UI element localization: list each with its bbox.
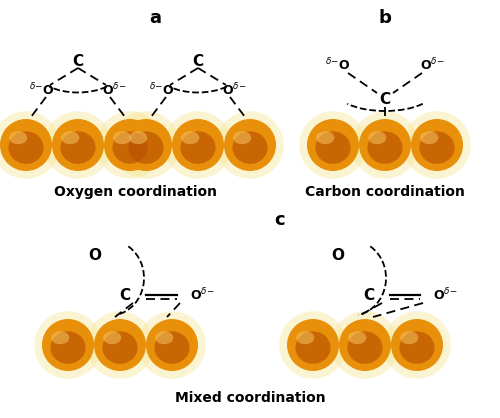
Text: b: b (378, 9, 392, 27)
Ellipse shape (232, 131, 268, 164)
Ellipse shape (42, 319, 94, 371)
Ellipse shape (400, 331, 434, 364)
Ellipse shape (8, 131, 43, 164)
Ellipse shape (138, 311, 206, 379)
Ellipse shape (104, 119, 156, 171)
Ellipse shape (96, 111, 164, 179)
Text: C: C (380, 92, 390, 107)
Ellipse shape (400, 331, 418, 344)
Text: O$^{\delta\mathsf{-}}$: O$^{\delta\mathsf{-}}$ (433, 287, 458, 303)
Ellipse shape (233, 131, 252, 144)
Text: C: C (119, 288, 130, 303)
Ellipse shape (316, 131, 350, 164)
Ellipse shape (103, 331, 122, 344)
Text: Mixed coordination: Mixed coordination (174, 391, 326, 405)
Text: O: O (332, 247, 344, 263)
Ellipse shape (155, 331, 174, 344)
Ellipse shape (316, 131, 334, 144)
Text: C: C (72, 54, 84, 69)
Ellipse shape (112, 131, 148, 164)
Text: O$^{\delta\mathsf{-}}$: O$^{\delta\mathsf{-}}$ (222, 82, 246, 98)
Ellipse shape (181, 131, 200, 144)
Ellipse shape (391, 319, 443, 371)
Ellipse shape (307, 119, 359, 171)
Ellipse shape (403, 111, 471, 179)
Ellipse shape (128, 131, 164, 164)
Ellipse shape (420, 131, 454, 164)
Text: O$^{\delta\mathsf{-}}$: O$^{\delta\mathsf{-}}$ (102, 82, 126, 98)
Ellipse shape (94, 319, 146, 371)
Ellipse shape (146, 319, 198, 371)
Ellipse shape (287, 319, 339, 371)
Ellipse shape (279, 311, 347, 379)
Ellipse shape (113, 131, 132, 144)
Ellipse shape (9, 131, 28, 144)
Ellipse shape (299, 111, 367, 179)
Ellipse shape (348, 331, 382, 364)
Ellipse shape (224, 119, 276, 171)
Ellipse shape (351, 111, 419, 179)
Ellipse shape (383, 311, 451, 379)
Ellipse shape (339, 319, 391, 371)
Ellipse shape (411, 119, 463, 171)
Ellipse shape (120, 119, 172, 171)
Ellipse shape (129, 131, 148, 144)
Text: Carbon coordination: Carbon coordination (305, 185, 465, 199)
Ellipse shape (86, 311, 154, 379)
Ellipse shape (164, 111, 232, 179)
Text: C: C (192, 54, 203, 69)
Ellipse shape (50, 331, 86, 364)
Ellipse shape (51, 331, 70, 344)
Ellipse shape (216, 111, 284, 179)
Ellipse shape (296, 331, 330, 364)
Ellipse shape (61, 131, 80, 144)
Text: O$^{\delta\mathsf{-}}$: O$^{\delta\mathsf{-}}$ (190, 287, 214, 303)
Ellipse shape (296, 331, 314, 344)
Ellipse shape (102, 331, 138, 364)
Text: O: O (88, 247, 102, 263)
Ellipse shape (368, 131, 386, 144)
Text: O$^{\delta\mathsf{-}}$: O$^{\delta\mathsf{-}}$ (420, 57, 444, 73)
Ellipse shape (154, 331, 190, 364)
Ellipse shape (359, 119, 411, 171)
Ellipse shape (44, 111, 112, 179)
Ellipse shape (348, 331, 366, 344)
Text: a: a (149, 9, 161, 27)
Ellipse shape (0, 111, 60, 179)
Ellipse shape (60, 131, 96, 164)
Ellipse shape (172, 119, 224, 171)
Text: $^{\delta\mathsf{-}}$O: $^{\delta\mathsf{-}}$O (30, 82, 54, 98)
Ellipse shape (420, 131, 438, 144)
Text: $^{\delta\mathsf{-}}$O: $^{\delta\mathsf{-}}$O (326, 57, 350, 73)
Text: $^{\delta\mathsf{-}}$O: $^{\delta\mathsf{-}}$O (150, 82, 174, 98)
Text: c: c (274, 211, 285, 229)
Ellipse shape (52, 119, 104, 171)
Ellipse shape (180, 131, 216, 164)
Ellipse shape (112, 111, 180, 179)
Ellipse shape (34, 311, 102, 379)
Ellipse shape (0, 119, 52, 171)
Text: Oxygen coordination: Oxygen coordination (54, 185, 216, 199)
Text: C: C (363, 288, 374, 303)
Ellipse shape (331, 311, 399, 379)
Ellipse shape (368, 131, 402, 164)
